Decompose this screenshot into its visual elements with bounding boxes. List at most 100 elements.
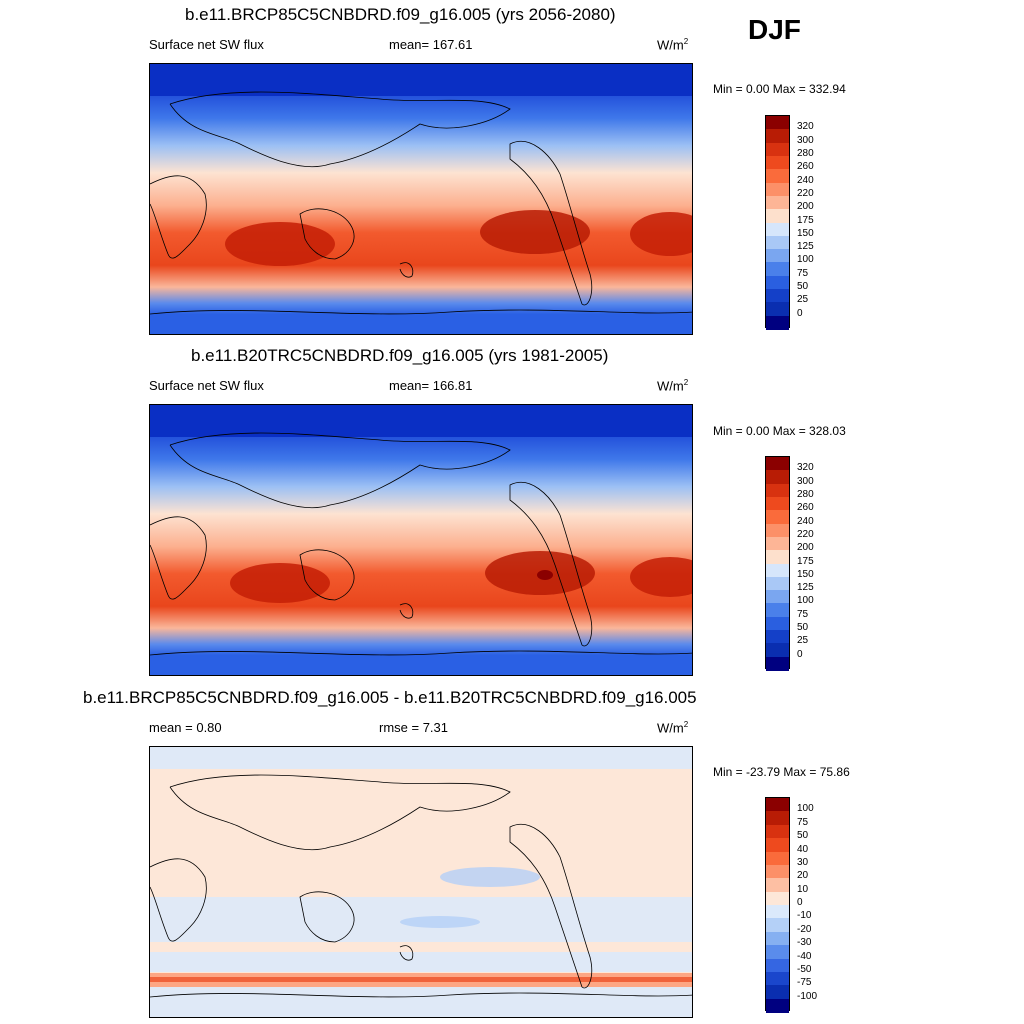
- colorbar-segment: [766, 563, 789, 578]
- colorbar-segment: [766, 891, 789, 906]
- panel-3-mean: mean = 0.80: [149, 720, 222, 735]
- panel-2-coastlines: [150, 432, 692, 656]
- panel-1-map: [149, 63, 693, 335]
- panel-1-max-region-atlantic: [630, 212, 692, 256]
- colorbar-label: 100: [797, 803, 814, 815]
- colorbar-label: -30: [797, 937, 812, 949]
- colorbar-label: 320: [797, 121, 814, 133]
- colorbar-label: 50: [797, 830, 809, 842]
- colorbar-segment: [766, 931, 789, 946]
- panel-1-max-region-pacific: [480, 210, 590, 254]
- colorbar-segment: [766, 523, 789, 538]
- panel-2-title: b.e11.B20TRC5CNBDRD.f09_g16.005 (yrs 198…: [191, 346, 609, 365]
- colorbar-segment: [766, 838, 789, 852]
- colorbar-segment: [766, 155, 789, 170]
- colorbar-label: 260: [797, 161, 814, 173]
- colorbar-segment: [766, 209, 789, 223]
- panel-1-arctic-band: [150, 64, 692, 96]
- colorbar-label: -20: [797, 923, 812, 935]
- colorbar-segment: [766, 262, 789, 277]
- panel-3-antarctic-band: [150, 987, 692, 1017]
- colorbar-segment: [766, 536, 789, 551]
- colorbar-segment: [766, 470, 789, 485]
- colorbar-label: -75: [797, 977, 812, 989]
- colorbar-segment: [766, 985, 789, 1000]
- panel-3-neg-region: [440, 867, 540, 887]
- colorbar-segment: [766, 169, 789, 184]
- colorbar-segment: [766, 998, 789, 1013]
- panel-3-coastlines: [150, 774, 692, 998]
- panel-1-minmax: Min = 0.00 Max = 332.94: [713, 82, 846, 96]
- panel-2-map: [149, 404, 693, 676]
- colorbar-label: 100: [797, 595, 814, 607]
- colorbar-label: 240: [797, 174, 814, 186]
- colorbar-label: 320: [797, 462, 814, 474]
- panel-3-units: W/m2: [657, 720, 689, 736]
- colorbar-label: 20: [797, 870, 809, 882]
- colorbar-segment: [766, 958, 789, 973]
- colorbar-segment: [766, 249, 789, 263]
- colorbar-segment: [766, 302, 789, 317]
- colorbar-label: 125: [797, 241, 814, 253]
- panel-3-minmax: Min = -23.79 Max = 75.86: [713, 765, 850, 779]
- colorbar-label: 0: [797, 307, 803, 319]
- colorbar-label: 280: [797, 488, 814, 500]
- colorbar-segment: [766, 182, 789, 197]
- colorbar-segment: [766, 656, 789, 671]
- colorbar-label: 260: [797, 502, 814, 514]
- panel-2-colorbar-box: [765, 456, 790, 671]
- colorbar-segment: [766, 576, 789, 591]
- colorbar-label: 200: [797, 542, 814, 554]
- colorbar-label: 25: [797, 294, 809, 306]
- colorbar-segment: [766, 824, 789, 839]
- colorbar-label: 100: [797, 254, 814, 266]
- colorbar-label: 150: [797, 568, 814, 580]
- colorbar-segment: [766, 616, 789, 631]
- colorbar-segment: [766, 457, 789, 471]
- colorbar-segment: [766, 798, 789, 812]
- colorbar-label: 30: [797, 856, 809, 868]
- colorbar-label: -50: [797, 963, 812, 975]
- panel-1-coastlines: [150, 91, 692, 315]
- season-label: DJF: [748, 14, 801, 45]
- colorbar-segment: [766, 851, 789, 866]
- panel-3-arctic-band: [150, 747, 692, 769]
- colorbar-segment: [766, 643, 789, 658]
- colorbar-label: 220: [797, 528, 814, 540]
- panel-2-max-region-atlantic: [630, 557, 692, 597]
- panel-2-mean: mean= 166.81: [389, 378, 473, 393]
- panel-1-title: b.e11.BRCP85C5CNBDRD.f09_g16.005 (yrs 20…: [185, 5, 616, 24]
- colorbar-segment: [766, 289, 789, 303]
- colorbar-segment: [766, 864, 789, 879]
- colorbar-label: 50: [797, 281, 809, 293]
- colorbar-label: 150: [797, 227, 814, 239]
- panel-1-mean: mean= 167.61: [389, 37, 473, 52]
- colorbar-segment: [766, 510, 789, 525]
- panel-2-variable: Surface net SW flux: [149, 378, 264, 393]
- panel-2-arctic-band: [150, 405, 692, 437]
- colorbar-segment: [766, 496, 789, 511]
- panel-2-minmax: Min = 0.00 Max = 328.03: [713, 424, 846, 438]
- panel-3-colorbar-box: [765, 797, 790, 1013]
- colorbar-label: 0: [797, 897, 803, 908]
- colorbar-label: 280: [797, 147, 814, 159]
- colorbar-label: 175: [797, 214, 814, 226]
- colorbar-label: 300: [797, 475, 814, 487]
- colorbar-segment: [766, 630, 789, 644]
- panel-3-southern-band: [150, 952, 692, 972]
- colorbar-segment: [766, 116, 789, 130]
- panel-2-units: W/m2: [657, 378, 689, 394]
- colorbar-label: 125: [797, 582, 814, 594]
- panel-3-map: [149, 746, 693, 1018]
- panel-2-peak: [537, 570, 553, 580]
- colorbar-label: 200: [797, 201, 814, 213]
- colorbar-label: 40: [797, 843, 809, 855]
- colorbar-label: 50: [797, 622, 809, 634]
- colorbar-segment: [766, 235, 789, 250]
- colorbar-segment: [766, 222, 789, 237]
- colorbar-segment: [766, 550, 789, 564]
- panel-1-max-region-indian: [225, 222, 335, 266]
- panel-1-units: W/m2: [657, 37, 689, 53]
- panel-1-variable: Surface net SW flux: [149, 37, 264, 52]
- colorbar-segment: [766, 195, 789, 210]
